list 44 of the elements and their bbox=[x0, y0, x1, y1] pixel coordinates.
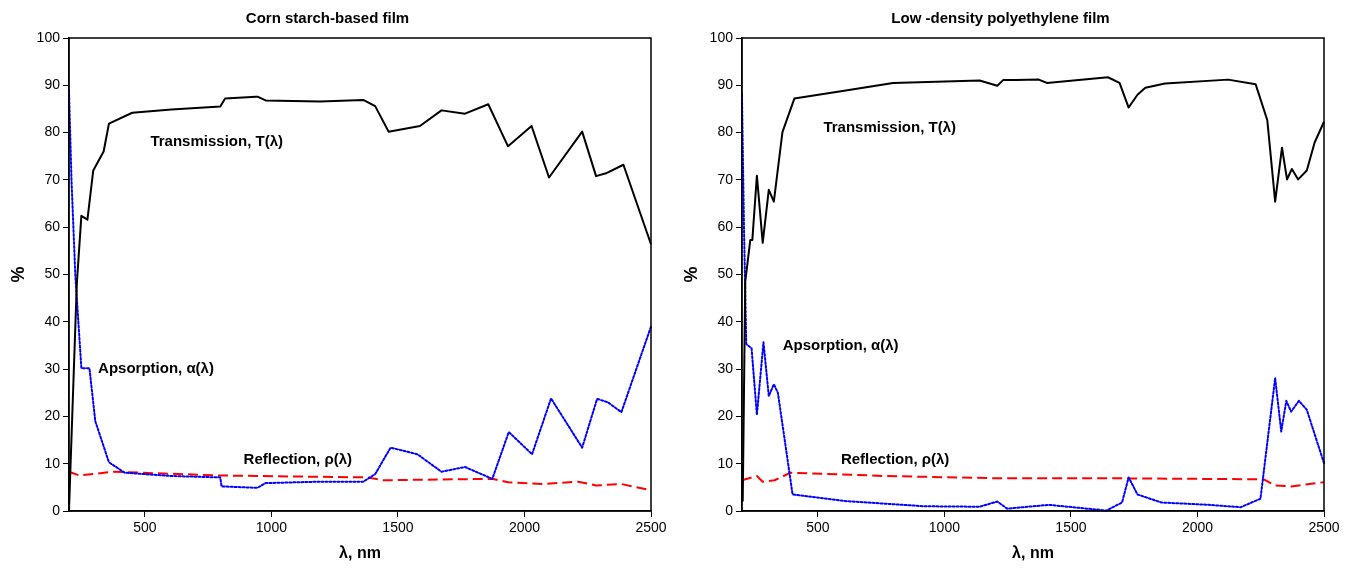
y-axis-title: % bbox=[7, 266, 28, 283]
y-tick-label: 100 bbox=[709, 28, 734, 45]
x-tick-label: 1000 bbox=[928, 519, 961, 536]
series-label: Apsorption, α(λ) bbox=[98, 359, 214, 377]
y-tick-label: 20 bbox=[717, 407, 734, 424]
y-tick-label: 0 bbox=[725, 501, 734, 518]
y-tick-label: 10 bbox=[44, 454, 61, 471]
y-tick-label: 80 bbox=[717, 123, 734, 140]
x-tick-label: 2000 bbox=[1181, 519, 1214, 536]
y-tick-label: 40 bbox=[717, 312, 734, 329]
y-tick-label: 50 bbox=[44, 265, 61, 282]
x-tick-label: 1500 bbox=[382, 519, 414, 536]
y-tick-label: 90 bbox=[44, 76, 61, 93]
y-tick-label: 40 bbox=[44, 312, 61, 329]
y-tick-label: 50 bbox=[717, 265, 734, 282]
x-tick-label: 1000 bbox=[255, 519, 288, 536]
chart-title: Low -density polyethylene film bbox=[891, 9, 1110, 27]
y-tick-label: 100 bbox=[36, 28, 61, 45]
y-tick-label: 20 bbox=[44, 407, 61, 424]
y-tick-label: 30 bbox=[44, 359, 61, 376]
x-tick-label: 2000 bbox=[508, 519, 541, 536]
series-label: Reflection, ρ(λ) bbox=[243, 450, 353, 468]
series-label: Apsorption, α(λ) bbox=[782, 335, 899, 353]
y-tick-label: 70 bbox=[717, 170, 734, 187]
x-tick-label: 2500 bbox=[1308, 519, 1340, 536]
y-tick-label: 30 bbox=[717, 359, 734, 376]
x-tick-label: 500 bbox=[133, 519, 157, 536]
y-axis-title: % bbox=[680, 266, 701, 283]
y-tick-label: 80 bbox=[44, 123, 61, 140]
x-axis-title: λ, nm bbox=[339, 543, 381, 561]
x-tick-label: 500 bbox=[806, 519, 830, 536]
series-label: Transmission, T(λ) bbox=[823, 118, 956, 136]
x-axis-title: λ, nm bbox=[1012, 543, 1054, 561]
series-label: Reflection, ρ(λ) bbox=[840, 450, 950, 468]
y-tick-label: 60 bbox=[44, 218, 61, 235]
y-tick-label: 10 bbox=[717, 454, 734, 471]
x-tick-label: 2500 bbox=[635, 519, 667, 536]
y-tick-label: 60 bbox=[717, 218, 734, 235]
y-tick-label: 90 bbox=[717, 76, 734, 93]
x-tick-label: 1500 bbox=[1055, 519, 1087, 536]
y-tick-label: 70 bbox=[44, 170, 61, 187]
y-tick-label: 0 bbox=[52, 501, 61, 518]
chart-title: Corn starch-based film bbox=[245, 9, 410, 27]
series-label: Transmission, T(λ) bbox=[150, 132, 283, 150]
